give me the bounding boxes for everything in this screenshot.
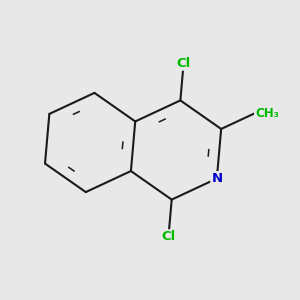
Text: Cl: Cl — [161, 230, 176, 243]
Text: Cl: Cl — [176, 57, 191, 70]
Text: CH₃: CH₃ — [255, 107, 279, 120]
Text: N: N — [211, 172, 222, 185]
